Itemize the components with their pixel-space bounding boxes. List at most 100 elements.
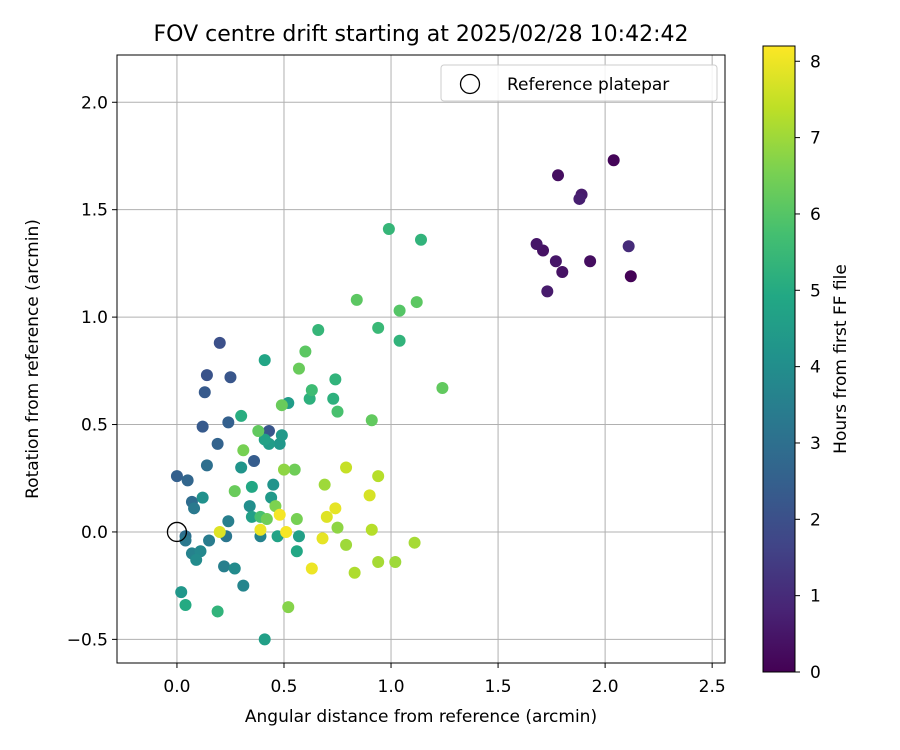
data-point [292, 362, 305, 375]
colorbar: 0 1 2 3 4 5 6 7 8 Hours from first FF file [762, 45, 851, 683]
data-point [348, 566, 361, 579]
data-point [372, 556, 385, 569]
data-point [436, 382, 449, 395]
data-point [316, 532, 329, 545]
reference-platepar-marker [166, 521, 188, 543]
data-point [372, 470, 385, 483]
data-point [299, 345, 312, 358]
data-point [363, 489, 376, 502]
data-point [237, 579, 250, 592]
data-point [260, 513, 273, 526]
data-point [245, 510, 258, 523]
data-point [408, 536, 421, 549]
data-point [254, 523, 267, 536]
data-point [275, 429, 288, 442]
data-point [312, 323, 325, 336]
data-point [198, 386, 211, 399]
data-point [258, 433, 271, 446]
data-point [179, 598, 192, 611]
data-point [331, 405, 344, 418]
data-point [365, 414, 378, 427]
data-point [340, 538, 353, 551]
x-tick-label: 1.5 [485, 677, 512, 697]
data-point [273, 508, 286, 521]
legend: Reference platepar [440, 64, 718, 102]
data-point [258, 633, 271, 646]
data-point [235, 461, 248, 474]
data-point [224, 371, 237, 384]
x-tick-label: 0.0 [163, 677, 190, 697]
y-tick-label: 2.0 [81, 93, 108, 113]
data-point [275, 399, 288, 412]
data-point [175, 586, 188, 599]
data-point [305, 384, 318, 397]
data-point [267, 478, 280, 491]
data-point [213, 336, 226, 349]
colorbar-tick-label: 6 [810, 205, 821, 225]
data-point [329, 373, 342, 386]
data-point [218, 560, 231, 573]
x-tick-label: 2.5 [699, 677, 726, 697]
data-point [584, 255, 597, 268]
data-point [228, 562, 241, 575]
data-point [228, 485, 241, 498]
data-point [196, 491, 209, 504]
data-point [365, 523, 378, 536]
data-point [179, 534, 192, 547]
y-axis-label: Rotation from reference (arcmin) [23, 219, 43, 499]
data-point [282, 601, 295, 614]
colorbar-tick-label: 2 [810, 510, 821, 530]
y-tick-label: 1.0 [81, 308, 108, 328]
plot-area-frame [116, 54, 726, 664]
colorbar-label: Hours from first FF file [831, 264, 851, 454]
data-point [410, 296, 423, 309]
data-point [290, 513, 303, 526]
data-point [607, 154, 620, 167]
scatter-points [166, 154, 637, 646]
data-point [415, 233, 427, 246]
legend-box [440, 64, 718, 102]
chart-title: FOV centre drift starting at 2025/02/28 … [154, 22, 689, 47]
data-point [211, 605, 224, 618]
data-point [320, 510, 333, 523]
data-point [340, 461, 353, 474]
colorbar-gradient [762, 45, 796, 673]
data-point [170, 470, 183, 483]
data-point [393, 334, 406, 347]
y-tick-label: −0.5 [67, 630, 108, 650]
data-point [203, 534, 216, 547]
colorbar-ticks: 0 1 2 3 4 5 6 7 8 [795, 52, 821, 683]
x-axis-label: Angular distance from reference (arcmin) [245, 707, 597, 727]
data-point [211, 437, 224, 450]
data-point [305, 562, 318, 575]
colorbar-tick-label: 3 [810, 434, 821, 454]
data-point [252, 424, 265, 437]
data-point [290, 545, 303, 558]
data-point [188, 502, 201, 515]
data-point [389, 556, 402, 569]
data-point [541, 285, 554, 298]
colorbar-tick-label: 1 [810, 587, 821, 607]
x-tick-label: 0.5 [270, 677, 297, 697]
data-point [382, 223, 395, 236]
data-point [393, 304, 406, 317]
data-point [350, 293, 363, 306]
data-point [248, 455, 261, 468]
data-point [222, 416, 235, 429]
data-point [331, 521, 344, 534]
data-point [329, 502, 342, 515]
data-point [327, 392, 340, 405]
data-point [181, 474, 194, 487]
data-point [235, 409, 248, 422]
colorbar-tick-label: 4 [810, 358, 821, 378]
data-point [318, 478, 331, 491]
data-point [288, 463, 301, 476]
x-axis-ticks: 0.0 0.5 1.0 1.5 2.0 2.5 [163, 663, 726, 697]
data-point [277, 463, 290, 476]
colorbar-tick-label: 7 [810, 129, 821, 149]
data-point [573, 192, 586, 205]
data-point [280, 525, 293, 538]
legend-label: Reference platepar [507, 75, 669, 95]
data-point [196, 420, 209, 433]
